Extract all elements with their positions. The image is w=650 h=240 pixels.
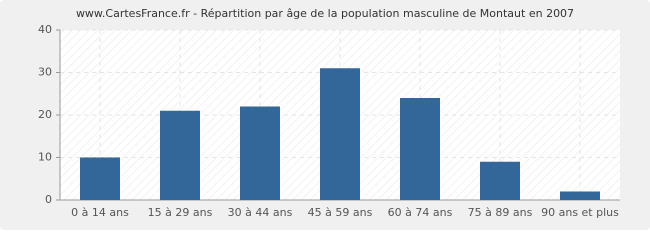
x-tick-label: 15 à 29 ans [148, 206, 213, 219]
bar [160, 110, 200, 200]
chart: www.CartesFrance.fr - Répartition par âg… [0, 0, 650, 230]
bar [80, 157, 120, 200]
x-tick-label: 45 à 59 ans [308, 206, 373, 219]
x-tick-label: 75 à 89 ans [468, 206, 533, 219]
chart-title: www.CartesFrance.fr - Répartition par âg… [76, 7, 574, 20]
y-tick-label: 20 [38, 108, 52, 121]
x-tick-label: 90 ans et plus [541, 206, 619, 219]
y-tick-label: 10 [38, 151, 52, 164]
bar [400, 98, 440, 200]
y-tick-label: 40 [38, 23, 52, 36]
x-tick-label: 60 à 74 ans [388, 206, 453, 219]
x-tick-label: 30 à 44 ans [228, 206, 293, 219]
y-tick-label: 0 [45, 193, 52, 206]
bar [320, 68, 360, 200]
bar [480, 161, 520, 200]
bar [560, 191, 600, 200]
x-tick-label: 0 à 14 ans [71, 206, 129, 219]
page: {"chart_data": {"type": "bar", "title": … [0, 0, 650, 230]
bar [240, 106, 280, 200]
y-tick-label: 30 [38, 66, 52, 79]
